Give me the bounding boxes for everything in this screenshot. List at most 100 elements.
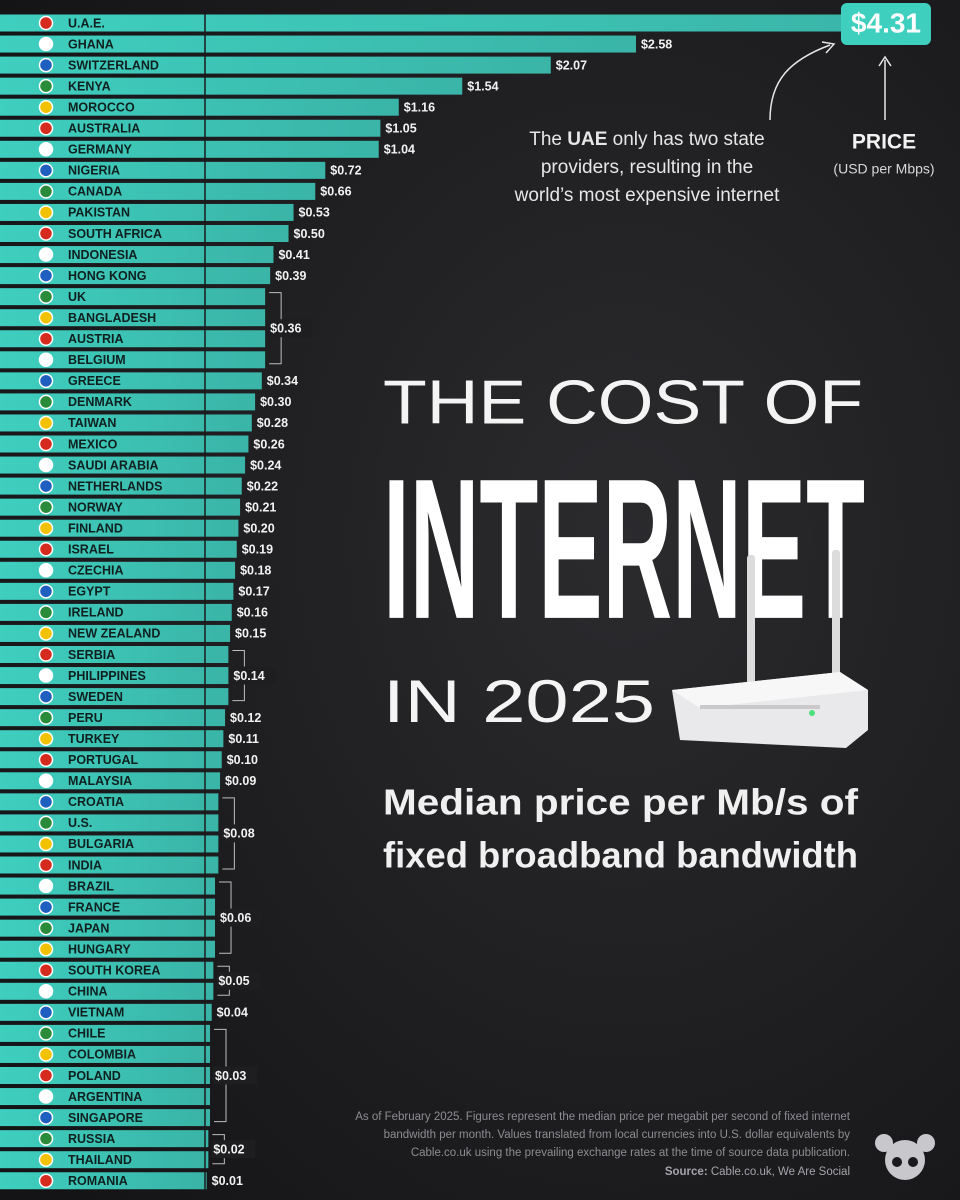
value-label: $1.05 — [385, 122, 416, 136]
flag-icon — [38, 121, 54, 136]
value-label: $2.07 — [556, 58, 587, 72]
value-label: $1.54 — [467, 79, 498, 93]
category-label: FINLAND — [68, 521, 123, 535]
unit-arrow-head — [878, 55, 892, 67]
flag-icon — [38, 1173, 54, 1188]
value-label: $0.72 — [330, 164, 361, 178]
bar — [0, 1003, 212, 1021]
category-label: PAKISTAN — [68, 206, 130, 220]
category-label: GREECE — [68, 374, 121, 388]
bar — [0, 730, 224, 748]
flag-icon — [38, 626, 54, 641]
bar — [0, 435, 249, 453]
value-label: $0.18 — [240, 564, 271, 578]
bar — [0, 351, 266, 369]
value-label: $0.14 — [233, 669, 264, 683]
bar — [0, 772, 221, 790]
unit-label: PRICE — [852, 131, 916, 154]
value-label: $0.20 — [243, 521, 274, 535]
bar — [0, 14, 925, 32]
value-label: $0.11 — [228, 732, 259, 746]
bar — [0, 56, 551, 74]
category-label: NEW ZEALAND — [68, 627, 160, 641]
category-label: PERU — [68, 711, 103, 725]
bar — [0, 77, 463, 95]
bar — [0, 603, 232, 621]
bar — [0, 98, 399, 116]
bar — [0, 982, 214, 1000]
source-line: Source: Cable.co.uk, We Are Social — [665, 1166, 850, 1178]
category-label: VIETNAM — [68, 1006, 124, 1020]
value-label: $0.04 — [217, 1006, 248, 1020]
category-label: UK — [68, 290, 86, 304]
category-label: U.A.E. — [68, 16, 105, 30]
category-label: SINGAPORE — [68, 1111, 143, 1125]
bar — [0, 1109, 211, 1127]
bar — [0, 225, 289, 242]
note-line: As of February 2025. Figures represent t… — [355, 1111, 851, 1123]
category-label: JAPAN — [68, 921, 109, 935]
flag-icon — [38, 268, 54, 283]
subtitle-line: Median price per Mb/s of — [383, 782, 859, 823]
flag-icon — [38, 647, 54, 662]
bar — [0, 477, 242, 495]
bar — [0, 119, 381, 137]
bar — [0, 751, 222, 769]
flag-icon — [38, 99, 54, 115]
bar — [0, 161, 326, 179]
bar — [0, 961, 214, 979]
flag-icon — [38, 731, 54, 746]
bar — [0, 688, 229, 706]
category-label: NETHERLANDS — [68, 479, 162, 493]
bar — [0, 519, 239, 537]
bar — [0, 856, 219, 874]
title-line: IN 2025 — [383, 668, 655, 735]
annotation-arrow-head — [821, 41, 836, 54]
group-label-bg — [218, 908, 263, 927]
logo — [875, 1134, 935, 1180]
category-label: TURKEY — [68, 732, 120, 746]
flag-icon — [38, 499, 54, 515]
bar — [0, 288, 266, 306]
flag-icon — [38, 794, 54, 810]
category-label: CANADA — [68, 185, 122, 199]
flag-icon — [38, 815, 54, 831]
flag-icon — [38, 1131, 54, 1146]
flag-icon — [38, 36, 54, 52]
bar — [0, 624, 231, 642]
category-label: NIGERIA — [68, 164, 120, 178]
note-line: Cable.co.uk using the prevailing exchang… — [411, 1147, 850, 1159]
flag-icon — [38, 752, 54, 767]
value-label: $0.08 — [223, 827, 254, 841]
flag-icon — [38, 226, 54, 241]
value-label: $2.58 — [641, 37, 672, 51]
annotation-line: world’s most expensive internet — [514, 185, 780, 206]
flag-icon — [38, 563, 54, 578]
value-label: $0.01 — [212, 1174, 243, 1188]
category-label: MALAYSIA — [68, 774, 132, 788]
bar — [0, 182, 316, 200]
value-label: $0.36 — [270, 322, 301, 336]
value-label: $0.24 — [250, 458, 281, 472]
flag-icon — [38, 247, 54, 262]
value-label: $0.21 — [245, 500, 276, 514]
bar — [0, 814, 219, 832]
bar — [0, 561, 236, 579]
bar — [0, 940, 216, 958]
bar — [0, 330, 266, 348]
category-label: RUSSIA — [68, 1132, 115, 1146]
bar — [0, 267, 271, 285]
bar — [0, 1067, 211, 1084]
unit-sublabel: (USD per Mbps) — [833, 161, 934, 177]
flag-icon — [38, 57, 54, 73]
group-label-bg — [221, 824, 266, 843]
subtitle-line: fixed broadband bandwidth — [383, 835, 858, 876]
group-label-bg — [231, 666, 276, 685]
bar — [0, 919, 216, 937]
annotation-text: UAE — [567, 129, 607, 150]
flag-icon — [38, 1089, 54, 1104]
flag-icon — [38, 941, 54, 957]
category-label: CHILE — [68, 1027, 106, 1041]
flag-icon — [38, 710, 54, 725]
value-label: $0.26 — [253, 437, 284, 451]
